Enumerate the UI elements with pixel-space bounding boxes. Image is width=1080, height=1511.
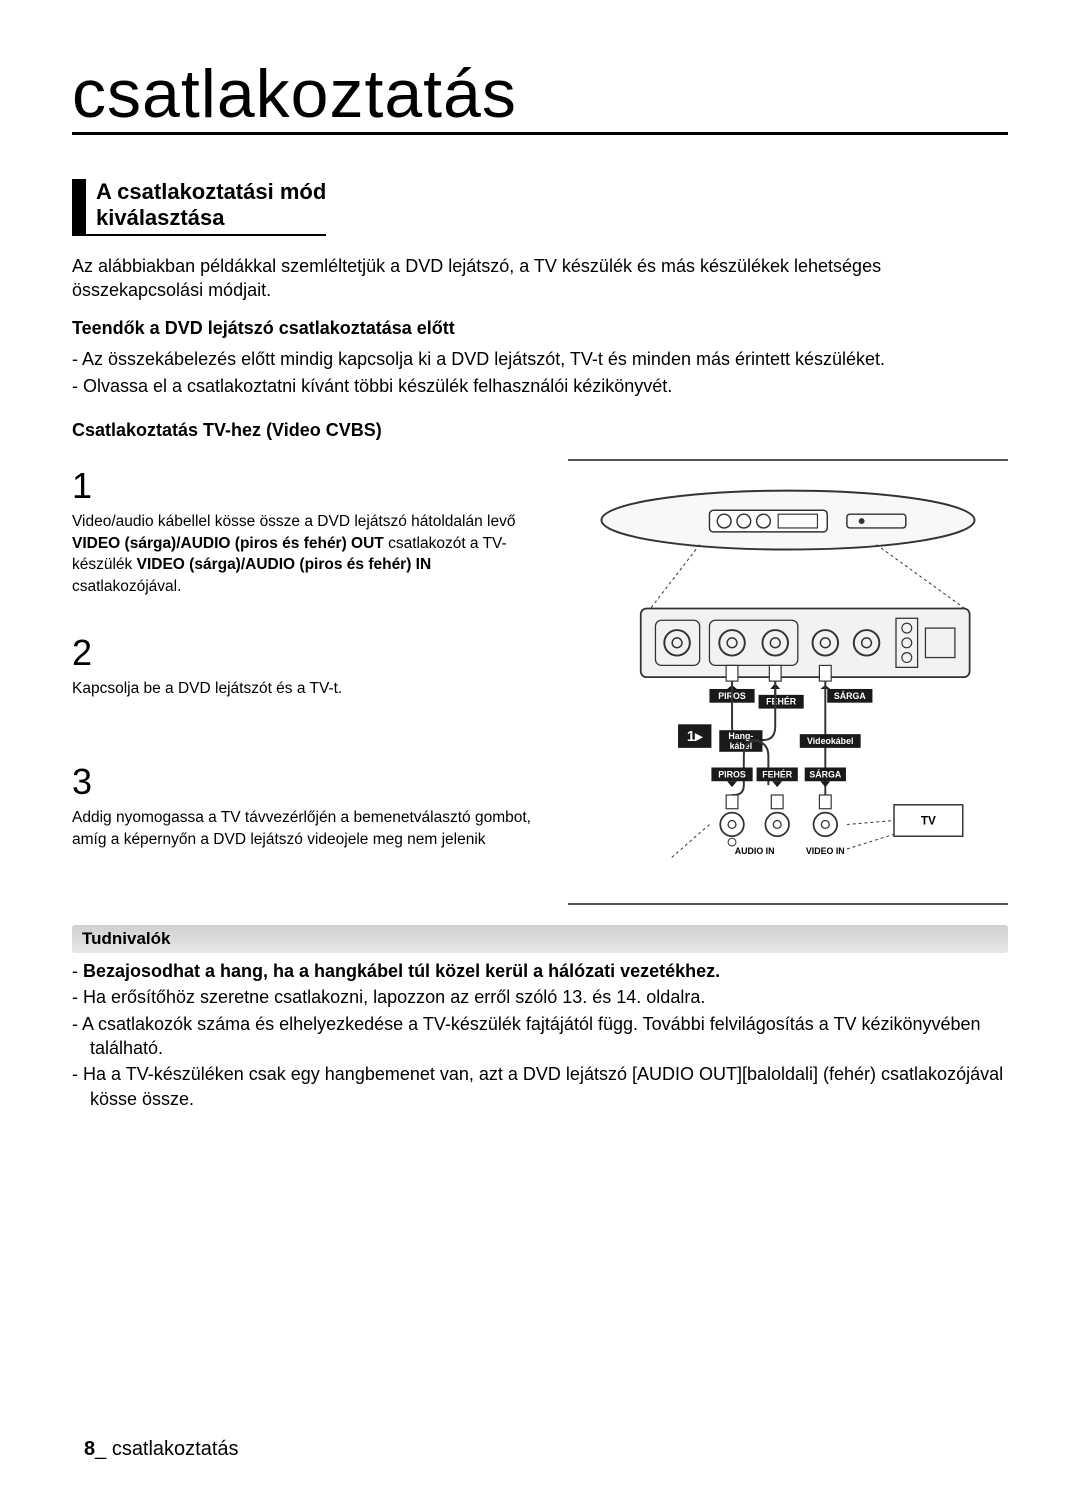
- manual-page: csatlakoztatás A csatlakoztatási mód kiv…: [0, 0, 1080, 1511]
- notes-bullets: Bezajosodhat a hang, ha a hangkábel túl …: [72, 959, 1008, 1111]
- bullet-item: Bezajosodhat a hang, ha a hangkábel túl …: [72, 959, 1008, 983]
- page-footer: 8_ csatlakoztatás: [84, 1438, 239, 1461]
- section-block: A csatlakoztatási mód kiválasztása Az al…: [72, 179, 1008, 1111]
- running-head: csatlakoztatás: [112, 1438, 239, 1460]
- tvcvbs-heading: Csatlakoztatás TV-hez (Video CVBS): [72, 420, 1008, 441]
- two-column-layout: 1 Video/audio kábellel kösse össze a DVD…: [72, 449, 1008, 905]
- preconnect-heading: Teendők a DVD lejátszó csatlakoztatása e…: [72, 318, 1008, 339]
- dvd-player-icon: [601, 491, 974, 550]
- svg-text:PIROS: PIROS: [718, 769, 746, 779]
- svg-text:FEHÉR: FEHÉR: [762, 769, 793, 779]
- notes-heading-bar: Tudnivalók: [72, 925, 1008, 953]
- color-labels-bottom: PIROS FEHÉR SÁRGA: [711, 767, 846, 787]
- step-marker: 1▸: [678, 724, 711, 748]
- step-number: 3: [72, 761, 538, 803]
- chapter-title: csatlakoztatás: [72, 60, 1008, 135]
- bullet-item: Az összekábelezés előtt mindig kapcsolja…: [72, 347, 1008, 371]
- svg-text:SÁRGA: SÁRGA: [834, 691, 867, 701]
- preconnect-bullets: Az összekábelezés előtt mindig kapcsolja…: [72, 347, 1008, 398]
- notes-block: Tudnivalók Bezajosodhat a hang, ha a han…: [72, 925, 1008, 1111]
- connection-diagram: PIROS FEHÉR SÁRGA: [568, 461, 1008, 903]
- svg-text:1▸: 1▸: [687, 729, 704, 745]
- steps-column: 1 Video/audio kábellel kösse össze a DVD…: [72, 449, 538, 905]
- step-text: Video/audio kábellel kösse össze a DVD l…: [72, 511, 538, 598]
- intro-text: Az alábbiakban példákkal szemléltetjük a…: [72, 254, 1008, 303]
- section-title-line2: kiválasztása: [96, 205, 326, 231]
- step-text: Kapcsolja be a DVD lejátszót és a TV-t.: [72, 678, 538, 700]
- section-title-line1: A csatlakoztatási mód: [96, 179, 326, 205]
- bullet-item: Olvassa el a csatlakoztatni kívánt többi…: [72, 374, 1008, 398]
- svg-text:Videokábel: Videokábel: [807, 736, 853, 746]
- svg-text:TV: TV: [921, 814, 936, 827]
- svg-text:VIDEO IN: VIDEO IN: [806, 846, 845, 856]
- svg-text:FEHÉR: FEHÉR: [766, 697, 797, 707]
- diagram-column: PIROS FEHÉR SÁRGA: [568, 449, 1008, 905]
- step-number: 2: [72, 632, 538, 674]
- bullet-item: Ha a TV-készüléken csak egy hangbemenet …: [72, 1062, 1008, 1111]
- section-title-wrap: A csatlakoztatási mód kiválasztása: [72, 179, 326, 236]
- diagram-svg: PIROS FEHÉR SÁRGA: [572, 471, 1004, 893]
- tv-plugs: AUDIO IN VIDEO IN: [720, 795, 844, 856]
- color-labels-top: PIROS FEHÉR SÁRGA: [709, 683, 872, 709]
- svg-text:AUDIO IN: AUDIO IN: [735, 846, 775, 856]
- step-number: 1: [72, 465, 538, 507]
- rear-panel-icon: [641, 608, 970, 677]
- footer-sep: _: [95, 1438, 112, 1460]
- bullet-item: A csatlakozók száma és elhelyezkedése a …: [72, 1012, 1008, 1061]
- step-text: Addig nyomogassa a TV távvezérlőjén a be…: [72, 807, 538, 850]
- page-number: 8: [84, 1438, 95, 1460]
- bullet-item: Ha erősítőhöz szeretne csatlakozni, lapo…: [72, 985, 1008, 1009]
- svg-text:SÁRGA: SÁRGA: [809, 769, 842, 779]
- diagram-bottom-rule: [568, 903, 1008, 905]
- cable-type-labels: Hang- kábel Videokábel: [719, 730, 860, 752]
